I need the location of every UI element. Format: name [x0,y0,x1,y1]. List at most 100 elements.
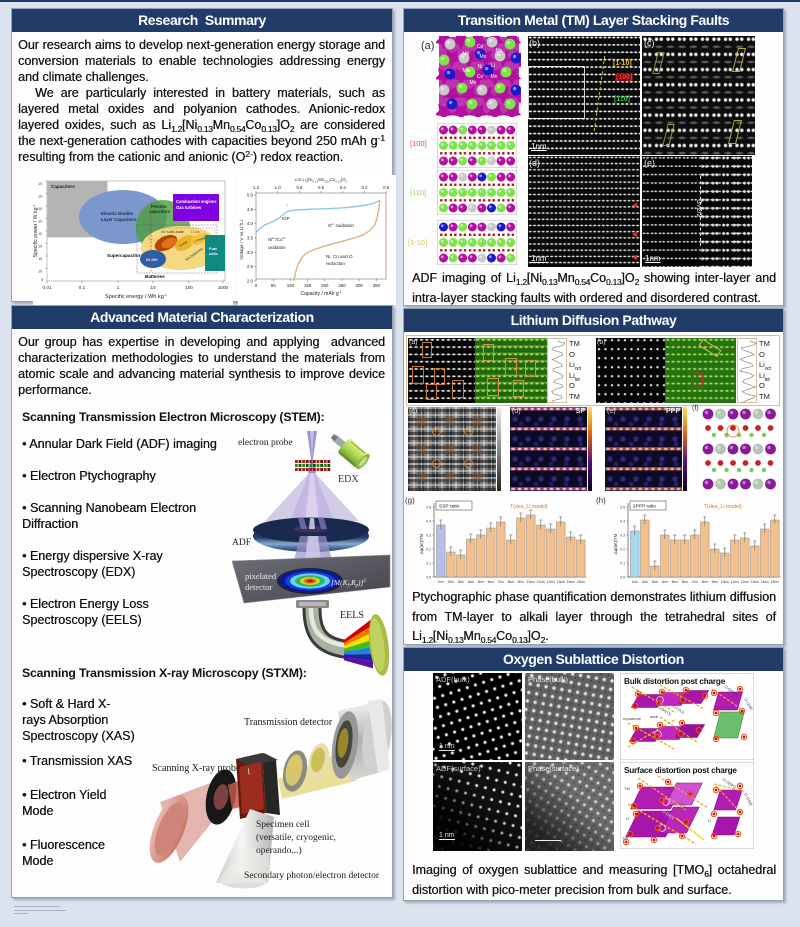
svg-text:pixelated: pixelated [245,571,277,581]
svg-text:3nm: 3nm [458,580,465,584]
svg-text:10nm: 10nm [721,580,729,584]
svg-text:x in Lix[Ni0.13Mn0.54Co0.13]O2: x in Lix[Ni0.13Mn0.54Co0.13]O2 [295,177,348,184]
svg-text:IGP: IGP [282,216,290,221]
svg-text:300: 300 [356,283,364,288]
svg-text:7nm: 7nm [498,580,505,584]
svg-text:capacitors: capacitors [149,209,171,214]
svg-text:T(dea_Li model): T(dea_Li model) [510,504,548,510]
svg-text:Ni-MH: Ni-MH [146,257,158,262]
svg-text:10: 10 [38,245,42,249]
svg-text:oxidation: oxidation [268,245,286,250]
svg-text:2PPP ratio: 2PPP ratio [633,504,656,510]
svg-text:0.01: 0.01 [43,285,52,290]
svg-text:Specimen cell: Specimen cell [256,820,310,830]
svg-text:Mn: Mn [470,80,477,86]
svg-text:0.2: 0.2 [361,185,368,190]
svg-text:3.0: 3.0 [247,250,254,255]
svg-text:0.3: 0.3 [426,534,431,538]
svg-text:1000: 1000 [218,285,229,290]
svg-text:9nm: 9nm [712,580,719,584]
svg-text:Capacity / mAh g-1: Capacity / mAh g-1 [301,290,342,297]
svg-text:350: 350 [373,283,381,288]
svg-text:4.5: 4.5 [247,207,254,212]
svg-text:4nm: 4nm [468,580,475,584]
svg-text:Δφ(tet)/TM: Δφ(tet)/TM [613,533,618,554]
svg-text:1.0: 1.0 [275,185,282,190]
svg-text:O-O(M): O-O(M) [743,697,754,712]
svg-text:2.5: 2.5 [247,264,254,269]
svg-text:Mn: Mn [491,74,498,80]
svg-text:Mn: Mn [496,48,503,54]
svg-text:(versatile, cryogenic,: (versatile, cryogenic, [256,832,336,843]
svg-text:1nm: 1nm [632,580,639,584]
svg-text:Layer Capacitors: Layer Capacitors [101,217,137,222]
svg-text:5nm: 5nm [478,580,485,584]
svg-text:2.0: 2.0 [247,278,254,283]
svg-text:ADF: ADF [232,538,251,548]
svg-text:150: 150 [304,283,312,288]
svg-text:detector: detector [245,582,273,592]
svg-text:Ni, Co and O: Ni, Co and O [326,254,353,259]
svg-text:10: 10 [38,257,42,261]
svg-text:EELS: EELS [340,610,364,621]
svg-text:Surface distortion post charge: Surface distortion post charge [624,766,737,775]
svg-text:100: 100 [287,283,295,288]
svg-text:O-O: O-O [677,801,686,809]
svg-text:Mn: Mn [463,68,470,74]
svg-text:2nm: 2nm [448,580,455,584]
svg-text:Scanning X-ray probe: Scanning X-ray probe [152,763,241,774]
svg-text:5nm: 5nm [672,580,679,584]
svg-text:50: 50 [271,283,276,288]
svg-text:axial: axial [650,714,658,719]
svg-text:0.3: 0.3 [620,534,625,538]
svg-text:0.0: 0.0 [426,576,431,580]
svg-text:0.1: 0.1 [79,285,86,290]
svg-text:Gas turbines: Gas turbines [176,205,202,210]
svg-text:O-O(Li): O-O(Li) [671,704,686,715]
svg-text:8nm: 8nm [702,580,709,584]
svg-text:equatorial: equatorial [623,716,641,721]
svg-text:10: 10 [38,232,42,236]
svg-text:10: 10 [38,207,42,211]
svg-text:Secondary photon/electron dete: Secondary photon/electron detector [244,871,380,881]
svg-text:0.5: 0.5 [620,506,625,510]
svg-text:Batteries: Batteries [145,274,165,279]
svg-text:11nm: 11nm [537,580,545,584]
svg-text:Bulk distortion post charge: Bulk distortion post charge [624,677,726,686]
svg-text:O2- oxidation: O2- oxidation [328,222,354,228]
svg-text:12nm: 12nm [547,580,555,584]
svg-text:Specific power / W kg-1: Specific power / W kg-1 [33,204,39,257]
svg-text:13nm: 13nm [557,580,565,584]
svg-text:Mn: Mn [463,51,470,57]
svg-text:4V solid-state: 4V solid-state [161,230,184,234]
svg-text:4nm: 4nm [662,580,669,584]
svg-text:10: 10 [38,195,42,199]
svg-text:Ni: Ni [478,64,483,70]
svg-text:O-O(M): O-O(M) [743,792,754,807]
svg-text:250: 250 [338,283,346,288]
svg-text:Combustion engines: Combustion engines [176,199,217,204]
svg-text:TM: TM [622,836,628,841]
svg-text:0.2: 0.2 [426,548,431,552]
svg-text:12nm: 12nm [741,580,749,584]
svg-text:T(dea_Li model): T(dea_Li model) [704,504,742,510]
svg-text:0.5: 0.5 [426,506,431,510]
svg-text:0.0: 0.0 [620,576,625,580]
svg-text:3nm: 3nm [652,580,659,584]
svg-text:2nm: 2nm [642,580,649,584]
svg-text:Specific energy / Wh kg-1: Specific energy / Wh kg-1 [105,293,167,300]
svg-text:0.1: 0.1 [426,562,431,566]
svg-text:electron probe: electron probe [238,438,293,448]
svg-text:reduction: reduction [326,261,345,266]
svg-text:200: 200 [321,283,329,288]
svg-text:9nm: 9nm [518,580,525,584]
svg-text:14nm: 14nm [567,580,575,584]
svg-text:0.4: 0.4 [340,185,347,190]
svg-text:Li-ion: Li-ion [191,230,200,234]
svg-text:15nm: 15nm [577,580,585,584]
svg-text:EDX: EDX [338,474,359,485]
svg-text:Co: Co [477,74,484,80]
svg-text:Mn: Mn [480,54,487,60]
svg-text:cells: cells [209,251,219,256]
svg-text:Capacitors: Capacitors [51,184,75,189]
